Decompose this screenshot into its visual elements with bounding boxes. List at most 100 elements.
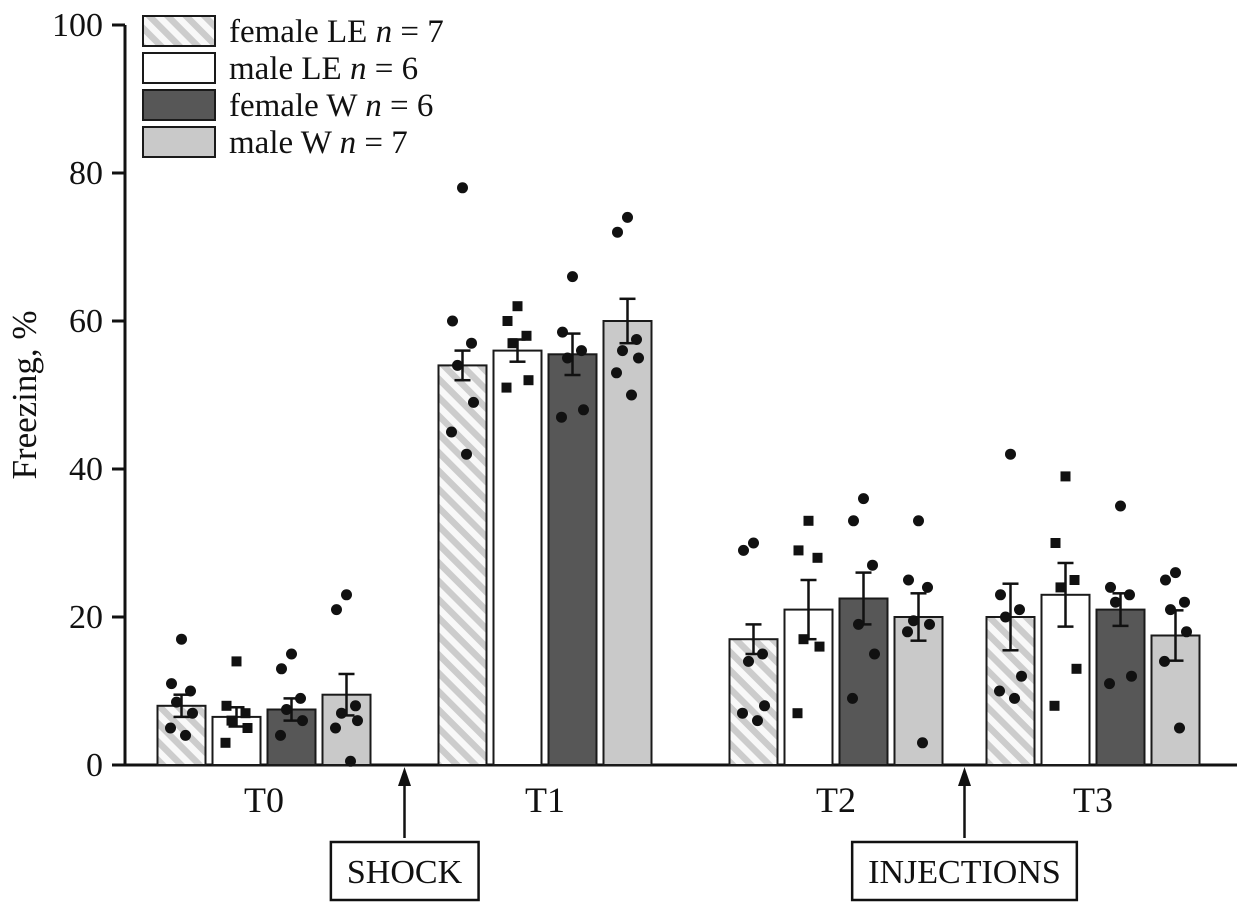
data-point: [1165, 604, 1176, 616]
data-point: [576, 345, 587, 357]
data-point: [447, 315, 458, 327]
data-point: [242, 723, 253, 733]
data-point: [578, 404, 589, 416]
data-point: [341, 589, 352, 601]
data-point: [446, 426, 457, 438]
x-category-label: T1: [525, 780, 565, 820]
data-point: [858, 493, 869, 505]
data-point: [187, 707, 198, 719]
data-point: [336, 707, 347, 719]
legend-swatch: [142, 52, 216, 84]
bar-T1-series2: [547, 353, 598, 766]
data-point: [345, 755, 356, 767]
data-point: [1104, 678, 1115, 690]
data-point: [752, 715, 763, 727]
data-point: [737, 707, 748, 719]
annotation-label: INJECTIONS: [868, 854, 1061, 891]
data-point: [793, 545, 804, 556]
data-point: [226, 715, 237, 726]
legend-label: male LE n = 6: [229, 51, 418, 87]
y-axis-label: Freezing, %: [5, 310, 44, 479]
data-point: [792, 708, 803, 719]
data-point: [297, 715, 308, 727]
x-category-label: T2: [816, 780, 856, 820]
y-tick-label: 60: [69, 303, 103, 340]
data-point: [631, 334, 642, 345]
annotation-arrow-head: [958, 767, 971, 786]
data-point: [903, 574, 914, 586]
data-point: [622, 211, 633, 223]
legend-label: female W n = 6: [229, 88, 433, 124]
annotations: SHOCK INJECTIONS: [329, 767, 1079, 902]
bar-T1-series1: [492, 349, 543, 766]
data-point: [1069, 575, 1080, 585]
data-points: [165, 182, 1192, 767]
data-point: [461, 448, 472, 460]
x-category-label: T0: [244, 780, 284, 820]
axes: 0 20 40 60 80 100 Freezing, % T0 T1 T2 T3: [5, 7, 1237, 820]
data-point: [275, 729, 286, 741]
data-point: [1160, 574, 1171, 586]
data-point: [1105, 581, 1116, 593]
data-point: [286, 648, 297, 660]
data-point: [869, 648, 880, 660]
legend-swatch: [142, 89, 216, 121]
data-point: [1071, 663, 1082, 674]
data-point: [1115, 500, 1126, 512]
y-tick-label: 0: [86, 747, 103, 784]
data-point: [557, 326, 568, 338]
data-point: [276, 663, 287, 675]
data-point: [1009, 692, 1020, 704]
data-point: [240, 708, 251, 719]
data-point: [295, 692, 306, 704]
y-tick-label: 40: [69, 451, 103, 488]
data-point: [220, 737, 231, 748]
data-point: [908, 615, 919, 627]
data-point: [521, 330, 532, 341]
data-point: [330, 722, 341, 734]
legend-label: female LE n = 7: [229, 14, 444, 50]
data-point: [1179, 596, 1190, 608]
data-point: [1124, 589, 1135, 601]
data-point: [1159, 655, 1170, 667]
x-category-label: T3: [1073, 780, 1113, 820]
data-point: [1049, 700, 1060, 711]
annotation-label: SHOCK: [347, 854, 463, 891]
data-point: [847, 692, 858, 704]
data-point: [165, 722, 176, 734]
data-point: [502, 316, 513, 326]
data-point: [924, 618, 935, 630]
y-tick-label: 80: [69, 155, 103, 192]
data-point: [611, 367, 622, 379]
data-point: [994, 685, 1005, 697]
data-point: [913, 515, 924, 527]
data-point: [562, 352, 573, 364]
bar-T2-series0: [728, 638, 779, 767]
data-point: [180, 729, 191, 741]
data-point: [1005, 448, 1016, 460]
data-point: [917, 737, 928, 749]
data-point: [612, 226, 623, 238]
data-point: [1014, 604, 1025, 616]
data-point: [567, 271, 578, 283]
data-point: [759, 700, 770, 712]
data-point: [352, 715, 363, 727]
data-point: [501, 382, 512, 393]
annotation-box: [850, 840, 1079, 902]
data-point: [1126, 670, 1137, 682]
data-point: [757, 648, 768, 660]
data-point: [231, 656, 242, 667]
data-point: [738, 544, 749, 556]
data-point: [350, 700, 361, 712]
data-point: [812, 552, 823, 563]
annotation-box: [329, 840, 480, 902]
data-point: [848, 515, 859, 527]
data-point: [803, 515, 814, 526]
data-point: [221, 700, 232, 711]
data-point: [1170, 567, 1181, 579]
data-point: [1110, 596, 1121, 608]
data-point: [1016, 670, 1027, 682]
data-point: [1060, 471, 1071, 482]
